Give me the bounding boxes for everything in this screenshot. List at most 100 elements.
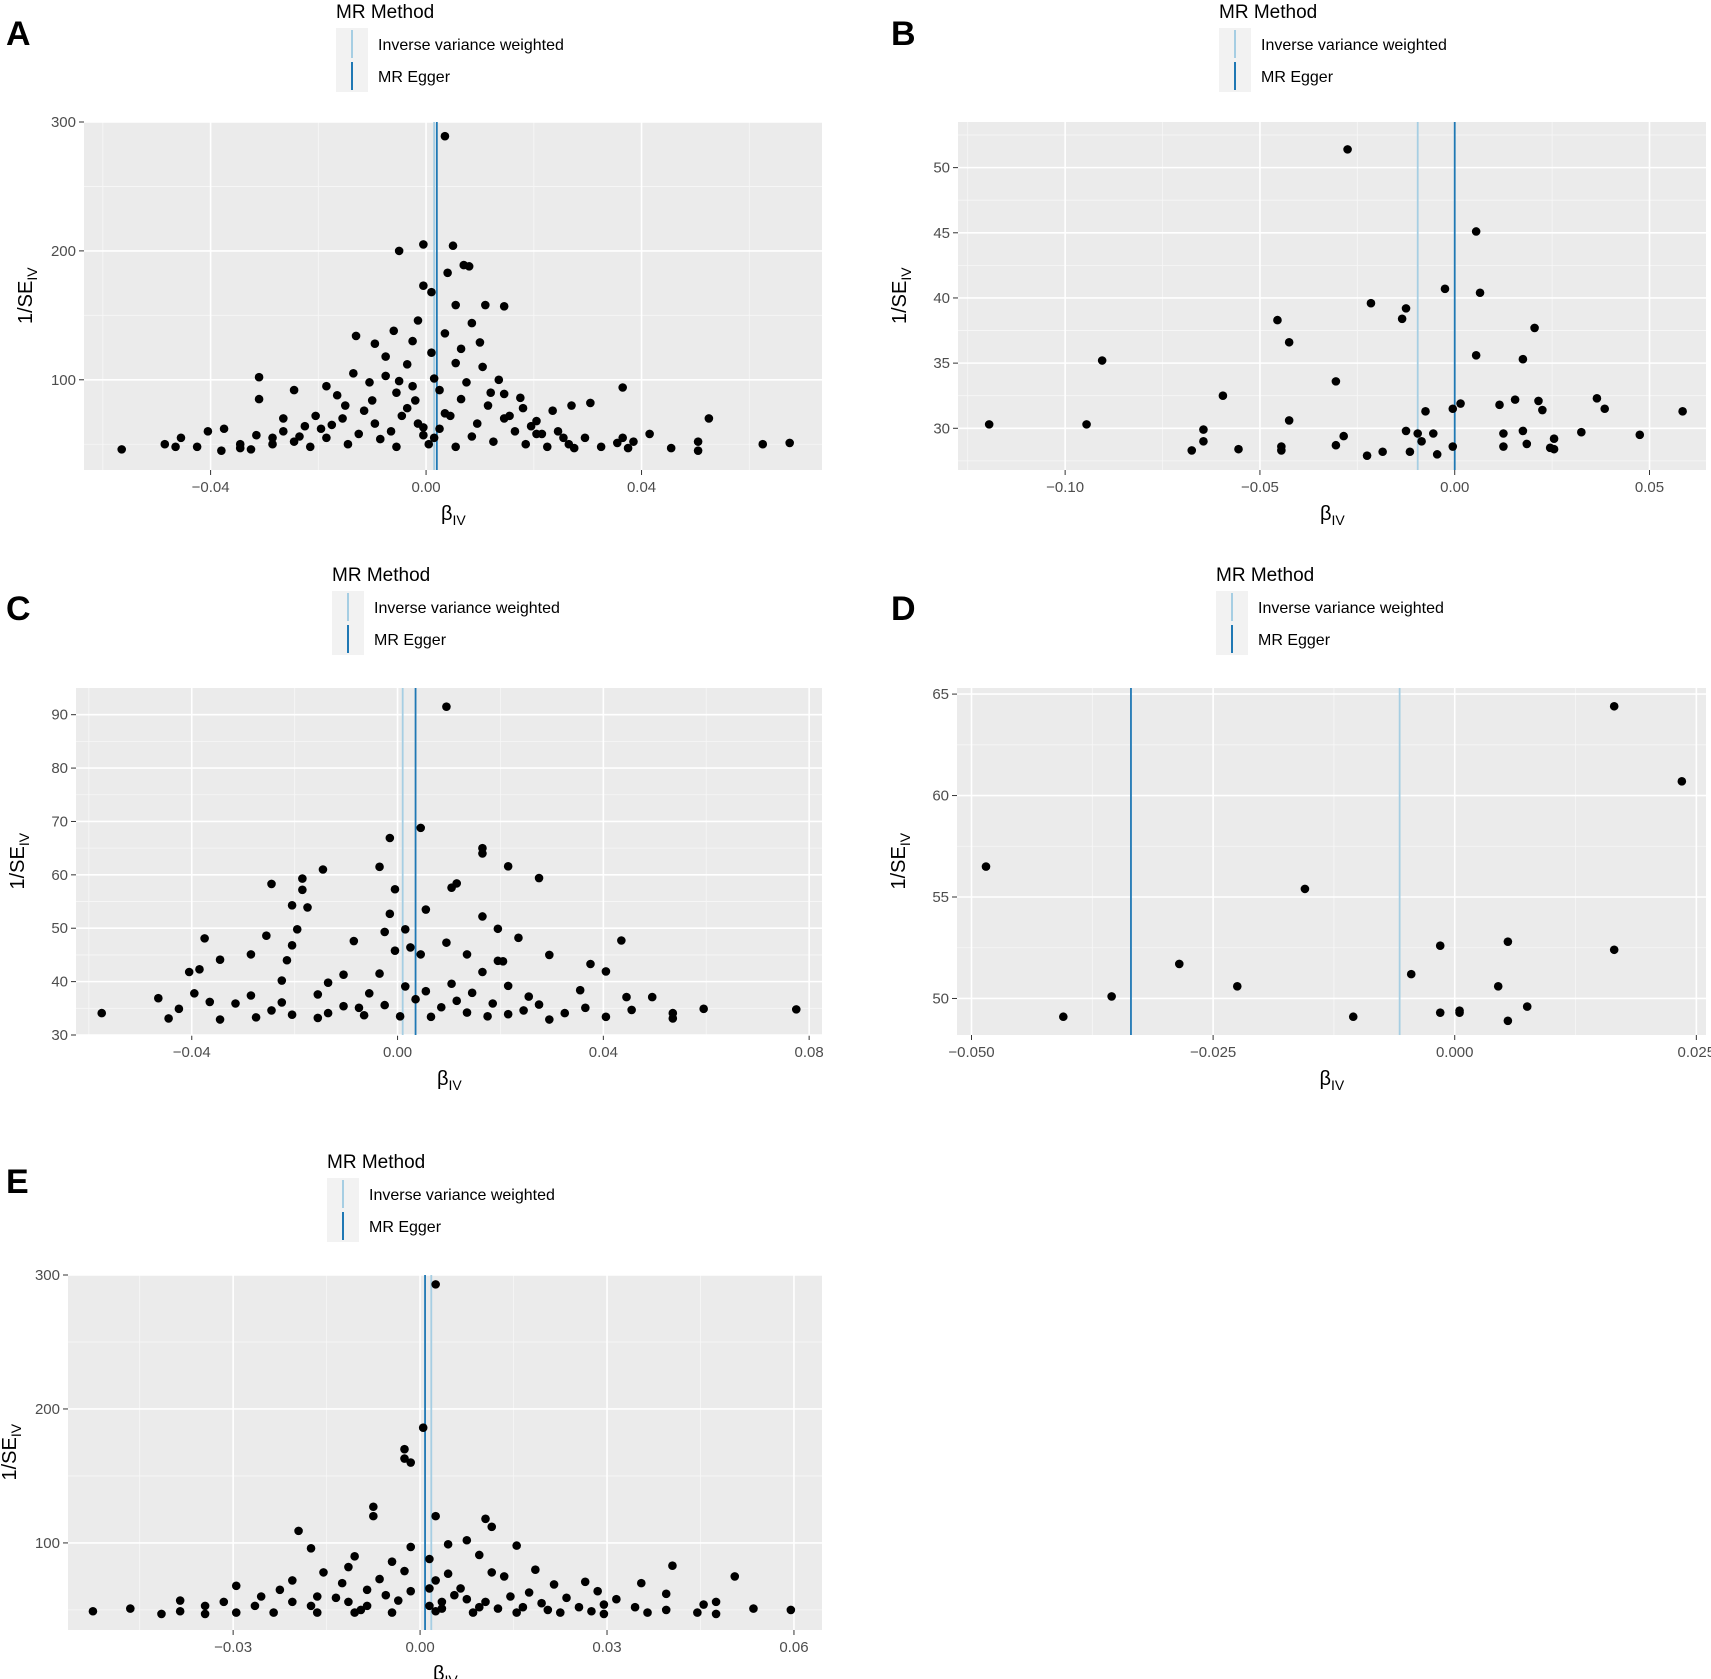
data-point xyxy=(562,1593,571,1603)
data-point xyxy=(200,934,209,943)
data-point xyxy=(369,1511,378,1521)
data-point xyxy=(429,433,439,443)
data-point xyxy=(599,1600,609,1609)
data-point xyxy=(503,981,513,991)
data-point xyxy=(1440,284,1450,294)
data-point xyxy=(1592,394,1602,403)
data-point xyxy=(493,924,503,934)
data-point xyxy=(1378,447,1387,457)
data-point xyxy=(564,439,574,449)
data-point xyxy=(392,388,401,397)
legend: MR Method Inverse variance weighted MR Egg… xyxy=(327,1152,555,1242)
data-point xyxy=(443,1539,453,1549)
data-point xyxy=(246,991,256,1000)
data-point xyxy=(704,414,714,423)
data-point xyxy=(215,1015,225,1024)
panel-letter: E xyxy=(6,1163,29,1201)
data-point xyxy=(295,432,304,441)
x-axis-title: βIV xyxy=(441,503,466,528)
data-point xyxy=(400,1454,409,1463)
data-point xyxy=(1549,434,1559,444)
data-point xyxy=(370,419,380,428)
data-point xyxy=(406,1458,416,1467)
data-point xyxy=(1522,439,1532,449)
data-point xyxy=(375,434,385,444)
points xyxy=(97,702,801,1024)
data-point xyxy=(462,378,471,387)
data-point xyxy=(1522,1002,1532,1011)
data-point xyxy=(319,1568,328,1577)
data-point xyxy=(425,1554,434,1564)
data-point xyxy=(1432,450,1442,459)
data-point xyxy=(510,427,520,436)
data-point xyxy=(553,427,563,436)
data-point xyxy=(545,1015,554,1024)
legend: MR Method Inverse variance weighted MR Egg… xyxy=(1219,2,1447,92)
data-point xyxy=(440,131,450,141)
data-point xyxy=(596,442,606,452)
data-point xyxy=(534,873,544,883)
data-point xyxy=(354,429,364,439)
data-point xyxy=(481,1514,490,1524)
legend: MR Method Inverse variance weighted MR Egg… xyxy=(1216,565,1444,655)
data-point xyxy=(442,702,451,711)
data-point xyxy=(483,401,493,410)
data-point xyxy=(1635,430,1645,440)
data-point xyxy=(467,988,477,998)
data-point xyxy=(1455,1008,1464,1017)
y-axis-title: 1/SEIV xyxy=(888,832,913,889)
data-point xyxy=(1406,969,1416,979)
data-point xyxy=(483,1012,492,1021)
data-point xyxy=(442,938,451,947)
data-point xyxy=(627,1005,636,1015)
data-point xyxy=(443,268,452,278)
data-point xyxy=(516,393,525,403)
data-point xyxy=(514,933,523,943)
data-point xyxy=(289,385,299,395)
data-point xyxy=(390,946,400,955)
data-point xyxy=(231,1608,241,1617)
data-point xyxy=(268,439,277,449)
legend-label: Inverse variance weighted xyxy=(378,37,564,54)
data-point xyxy=(400,1566,409,1576)
data-point xyxy=(287,941,297,950)
data-point xyxy=(1600,404,1610,414)
y-tick-label: 200 xyxy=(35,1401,60,1418)
data-point xyxy=(362,1601,372,1611)
data-point xyxy=(560,1008,570,1018)
data-point xyxy=(359,406,369,416)
data-point xyxy=(184,967,194,977)
data-point xyxy=(1366,298,1376,308)
data-point xyxy=(88,1606,98,1616)
data-point xyxy=(498,957,508,966)
data-point xyxy=(287,1010,297,1020)
data-point xyxy=(256,1592,266,1601)
y-tick-label: 35 xyxy=(933,355,950,372)
data-point xyxy=(323,978,333,987)
y-tick-label: 70 xyxy=(51,813,68,830)
data-point xyxy=(661,1589,671,1599)
data-point xyxy=(1401,304,1411,313)
data-point xyxy=(693,446,703,455)
legend-title: MR Method xyxy=(1219,2,1317,23)
data-point xyxy=(435,424,444,434)
data-point xyxy=(408,336,417,346)
data-point xyxy=(462,1594,472,1604)
data-point xyxy=(531,1565,540,1575)
data-point xyxy=(749,1604,758,1613)
data-point xyxy=(400,924,410,934)
data-point xyxy=(645,429,654,439)
data-point xyxy=(1510,395,1520,404)
x-tick-label: 0.00 xyxy=(383,1044,412,1061)
data-point xyxy=(487,1522,497,1532)
data-point xyxy=(512,1541,521,1550)
data-point xyxy=(437,1597,447,1607)
data-point xyxy=(785,438,794,448)
data-point xyxy=(1609,945,1619,955)
data-point xyxy=(400,1444,409,1454)
legend-label: MR Egger xyxy=(1261,69,1334,86)
data-point xyxy=(235,443,245,453)
data-point xyxy=(364,989,374,998)
data-point xyxy=(1435,941,1445,951)
y-tick-label: 200 xyxy=(51,243,76,260)
